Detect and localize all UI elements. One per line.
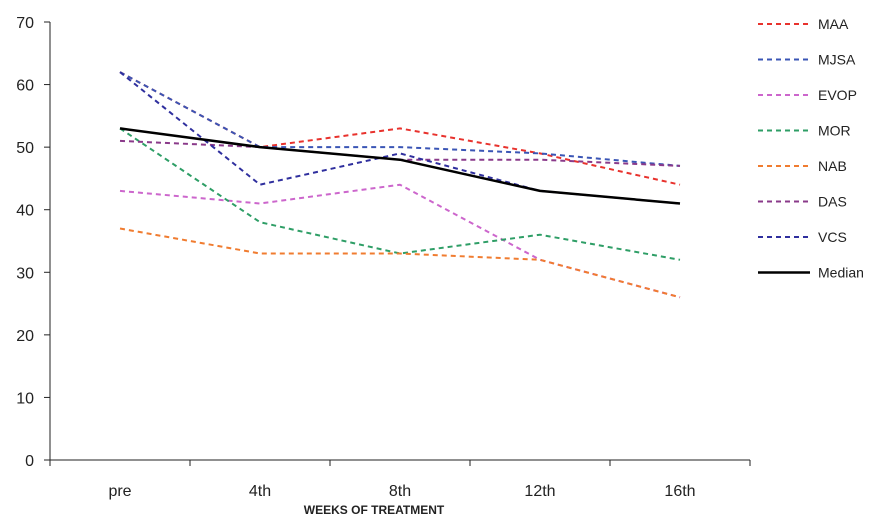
series-line-maa <box>119 71 681 186</box>
legend-label-das: DAS <box>818 194 847 210</box>
x-axis-title: WEEKS OF TREATMENT <box>304 503 445 516</box>
legend-label-vcs: VCS <box>818 229 847 245</box>
series-layer <box>119 71 681 299</box>
y-tick-label: 70 <box>16 15 34 32</box>
series-line-mjsa <box>119 71 681 167</box>
series-line-evop <box>119 183 681 299</box>
x-tick-label: 12th <box>524 483 555 500</box>
y-tick-label: 50 <box>16 140 34 157</box>
legend-label-mjsa: MJSA <box>818 52 856 68</box>
legend-label-mor: MOR <box>818 123 851 139</box>
series-line-median <box>119 127 681 205</box>
series-line-mor <box>119 127 681 261</box>
legend-label-evop: EVOP <box>818 87 857 103</box>
y-tick-label: 10 <box>16 390 34 407</box>
series-line-das <box>119 139 681 167</box>
legend-label-maa: MAA <box>818 16 849 32</box>
legend-label-nab: NAB <box>818 158 847 174</box>
x-tick-label: pre <box>108 483 131 500</box>
y-tick-label: 60 <box>16 78 34 95</box>
legend-label-median: Median <box>818 265 864 281</box>
axes: 0 10 20 30 40 50 60 70 pre 4th 8th 12th 16th <box>16 15 751 500</box>
y-tick-label: 40 <box>16 203 34 220</box>
legend: MAA MJSA EVOP MOR NAB DAS VCS Median <box>758 16 864 281</box>
y-tick-label: 0 <box>25 453 34 470</box>
x-tick-label: 16th <box>664 483 695 500</box>
x-tick-label: 8th <box>389 483 411 500</box>
x-tick-label: 4th <box>249 483 271 500</box>
y-tick-label: 30 <box>16 265 34 282</box>
y-tick-label: 20 <box>16 328 34 345</box>
series-line-nab <box>119 227 681 299</box>
